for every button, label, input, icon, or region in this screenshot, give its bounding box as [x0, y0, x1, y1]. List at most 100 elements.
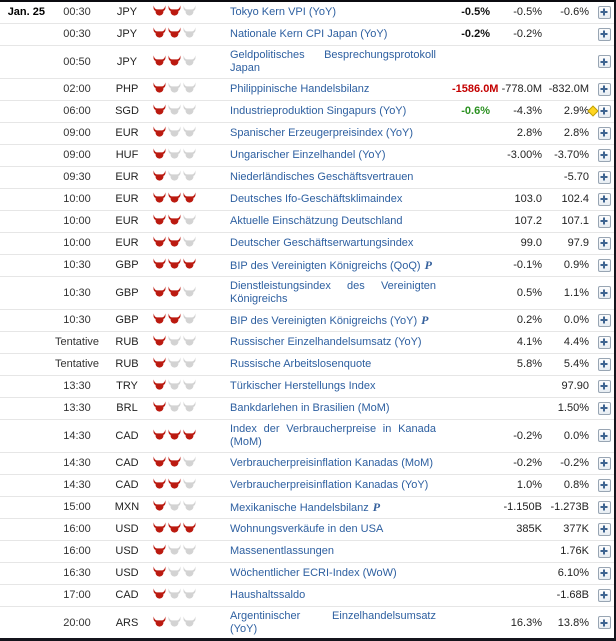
event-link[interactable]: Massenentlassungen — [230, 545, 436, 558]
table-row: 20:00 ARS Argentinischer Einzelhandelsum… — [0, 606, 614, 638]
add-to-calendar-button[interactable] — [597, 544, 611, 558]
event-link[interactable]: Russische Arbeitslosenquote — [230, 358, 436, 371]
importance-cell — [150, 254, 226, 277]
time-cell: 10:00 — [50, 210, 104, 233]
importance-cell — [150, 232, 226, 255]
event-link[interactable]: Philippinische Handelsbilanz — [230, 83, 436, 96]
event-link[interactable]: Verbraucherpreisinflation Kanadas (YoY) — [230, 479, 436, 492]
add-to-calendar-button[interactable] — [597, 566, 611, 580]
add-to-calendar-button[interactable] — [597, 429, 611, 443]
add-to-calendar-button[interactable] — [597, 456, 611, 470]
bull-icon — [168, 285, 181, 297]
add-to-calendar-button[interactable] — [597, 148, 611, 162]
add-to-calendar-button[interactable] — [597, 313, 611, 327]
event-link[interactable]: Mexikanische Handelsbilanz P — [230, 500, 436, 515]
event-link[interactable]: Russischer Einzelhandelsumsatz (YoY) — [230, 336, 436, 349]
table-row: 15:00 MXN Mexikanische Handelsbilanz P — [0, 496, 614, 519]
time-cell: 10:30 — [50, 309, 104, 332]
importance-cell — [150, 210, 226, 233]
previous-value: 1.50% — [557, 402, 589, 414]
event-link[interactable]: Argentinischer Einzelhandelsumsatz (YoY) — [230, 610, 436, 636]
previous-cell: 377K — [546, 518, 594, 541]
actual-cell — [452, 452, 496, 475]
add-to-calendar-button[interactable] — [597, 126, 611, 140]
actual-value: -1586.0M — [452, 83, 499, 95]
event-name: Deutscher Geschäftserwartungsindex — [230, 237, 414, 249]
add-to-calendar-button[interactable] — [597, 82, 611, 96]
add-to-calendar-button[interactable] — [597, 170, 611, 184]
event-link[interactable]: Bankdarlehen in Brasilien (MoM) — [230, 402, 436, 415]
event-link[interactable]: Haushaltssaldo — [230, 589, 436, 602]
bull-icon — [183, 214, 196, 225]
event-link[interactable]: Niederländisches Geschäftsvertrauen — [230, 171, 436, 184]
event-cell: Bankdarlehen in Brasilien (MoM) — [226, 397, 452, 420]
actual-cell — [452, 232, 496, 255]
event-cell: Deutsches Ifo-Geschäftsklimaindex — [226, 188, 452, 211]
add-cell — [594, 353, 614, 376]
date-cell — [0, 210, 50, 233]
event-name: Wöchentlicher ECRI-Index (WoW) — [230, 567, 397, 579]
currency-code: PHP — [115, 83, 139, 95]
forecast-cell: 4.1% — [496, 331, 546, 354]
add-to-calendar-button[interactable] — [597, 236, 611, 250]
add-to-calendar-button[interactable] — [597, 104, 611, 118]
event-link[interactable]: Ungarischer Einzelhandel (YoY) — [230, 149, 436, 162]
event-link[interactable]: BIP des Vereinigten Königreichs (YoY) P — [230, 313, 436, 328]
event-link[interactable]: Wohnungsverkäufe in den USA — [230, 523, 436, 536]
event-cell: Tokyo Kern VPI (YoY) — [226, 2, 452, 24]
add-to-calendar-button[interactable] — [597, 335, 611, 349]
add-to-calendar-button[interactable] — [597, 401, 611, 415]
add-to-calendar-button[interactable] — [597, 588, 611, 602]
add-to-calendar-button[interactable] — [597, 5, 611, 19]
event-link[interactable]: Geldpolitisches Besprechungsprotokoll Ja… — [230, 49, 436, 75]
actual-cell — [452, 606, 496, 638]
currency-code: GBP — [115, 259, 139, 271]
event-link[interactable]: Wöchentlicher ECRI-Index (WoW) — [230, 567, 436, 580]
add-to-calendar-button[interactable] — [597, 616, 611, 630]
event-link[interactable]: Industrieproduktion Singapurs (YoY) — [230, 105, 436, 118]
forecast-cell: 0.2% — [496, 309, 546, 332]
add-to-calendar-button[interactable] — [597, 286, 611, 300]
add-to-calendar-button[interactable] — [597, 214, 611, 228]
event-time: 00:30 — [63, 6, 91, 18]
event-link[interactable]: BIP des Vereinigten Königreichs (QoQ) P — [230, 258, 436, 273]
event-link[interactable]: Dienstleistungsindex des Vereinigten Kön… — [230, 280, 436, 306]
time-cell: 09:00 — [50, 144, 104, 167]
event-cell: Verbraucherpreisinflation Kanadas (YoY) — [226, 474, 452, 497]
event-link[interactable]: Index der Verbraucherpreise in Kanada (M… — [230, 423, 436, 449]
previous-value: 0.0% — [563, 314, 589, 326]
event-link[interactable]: Spanischer Erzeugerpreisindex (YoY) — [230, 127, 436, 140]
event-link[interactable]: Tokyo Kern VPI (YoY) — [230, 6, 436, 19]
add-to-calendar-button[interactable] — [597, 357, 611, 371]
event-link[interactable]: Türkischer Herstellungs Index — [230, 380, 436, 393]
add-to-calendar-button[interactable] — [597, 500, 611, 514]
add-cell — [594, 309, 614, 332]
time-cell: Tentative — [50, 353, 104, 376]
add-to-calendar-button[interactable] — [597, 379, 611, 393]
event-link[interactable]: Verbraucherpreisinflation Kanadas (MoM) — [230, 457, 436, 470]
event-link[interactable]: Nationale Kern CPI Japan (YoY) — [230, 28, 436, 41]
add-to-calendar-button[interactable] — [597, 55, 611, 69]
bull-icon — [168, 615, 181, 627]
event-name: BIP des Vereinigten Königreichs (YoY) — [230, 314, 418, 327]
currency-code: USD — [115, 523, 139, 535]
add-to-calendar-button[interactable] — [597, 522, 611, 536]
event-time: 14:30 — [63, 457, 91, 469]
event-link[interactable]: Deutscher Geschäftserwartungsindex — [230, 237, 436, 250]
event-link[interactable]: Deutsches Ifo-Geschäftsklimaindex — [230, 193, 436, 206]
event-cell: Haushaltssaldo — [226, 584, 452, 607]
event-time: 09:00 — [63, 149, 91, 161]
date-cell — [0, 375, 50, 398]
importance-cell — [150, 474, 226, 497]
add-to-calendar-button[interactable] — [597, 478, 611, 492]
date-cell — [0, 606, 50, 638]
actual-cell — [452, 254, 496, 277]
event-name: Nationale Kern CPI Japan (YoY) — [230, 28, 388, 40]
add-to-calendar-button[interactable] — [597, 27, 611, 41]
add-to-calendar-button[interactable] — [597, 192, 611, 206]
forecast-cell: -0.2% — [496, 419, 546, 453]
currency-cell: TRY — [104, 375, 150, 398]
forecast-cell: 5.8% — [496, 353, 546, 376]
event-link[interactable]: Aktuelle Einschätzung Deutschland — [230, 215, 436, 228]
add-to-calendar-button[interactable] — [597, 258, 611, 272]
